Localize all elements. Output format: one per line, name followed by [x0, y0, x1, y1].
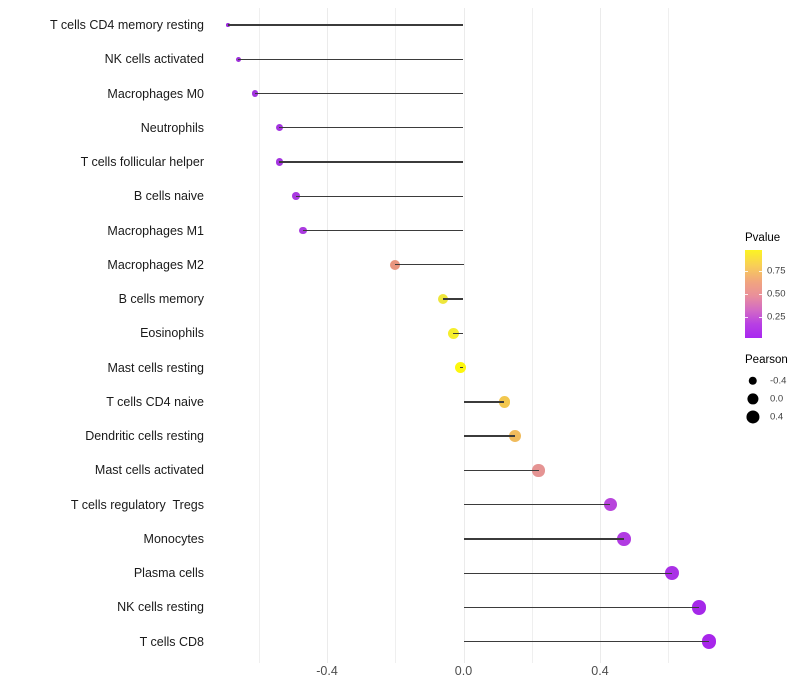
- category-label: Macrophages M1: [107, 223, 204, 238]
- size-legend-label: 0.4: [770, 411, 784, 423]
- x-axis-tick-label: 0.4: [591, 664, 609, 678]
- gridline-minor: [531, 8, 533, 663]
- colorbar-tick: [759, 316, 762, 318]
- lollipop-segment: [279, 127, 464, 129]
- lollipop-segment: [279, 161, 464, 163]
- lollipop-segment: [463, 641, 710, 643]
- lollipop-point: [299, 226, 308, 235]
- category-label: T cells follicular helper: [80, 155, 204, 170]
- lollipop-segment: [395, 264, 464, 266]
- lollipop-segment: [453, 332, 464, 334]
- lollipop-segment: [463, 503, 611, 506]
- pvalue-colorbar: 0.75 0.50 0.25: [745, 250, 786, 338]
- size-legend-dot: [747, 393, 759, 405]
- category-label: T cells CD4 memory resting: [50, 18, 204, 32]
- lollipop-point: [275, 158, 283, 166]
- category-label: Mast cells activated: [94, 463, 204, 478]
- lollipop-point: [390, 259, 401, 270]
- lollipop-segment: [460, 366, 464, 369]
- lollipop-segment: [463, 401, 505, 403]
- colorbar-tick-label: 0.75: [767, 265, 786, 277]
- size-legend-dot: [746, 410, 760, 424]
- lollipop-segment: [463, 469, 539, 472]
- category-label: Eosinophils: [140, 326, 204, 341]
- category-label: B cells memory: [118, 292, 204, 307]
- pearson-size-legend: -0.4 0.0 0.4: [745, 372, 800, 426]
- lollipop-segment: [443, 298, 464, 300]
- category-label: Neutrophils: [140, 120, 204, 135]
- lollipop-point: [664, 566, 679, 581]
- size-legend-label: 0.0: [770, 393, 784, 405]
- category-label: T cells CD8: [139, 634, 204, 649]
- lollipop-segment: [238, 58, 464, 60]
- colorbar-tick-label: 0.50: [767, 288, 786, 300]
- lollipop-point: [691, 600, 707, 615]
- pvalue-gradient-bar: [745, 250, 762, 338]
- lollipop-segment: [463, 435, 515, 437]
- gridline-minor: [395, 8, 397, 663]
- size-legend-label: -0.4: [770, 375, 787, 387]
- pearson-legend-title: Pearson: [745, 354, 788, 366]
- size-legend-item: 0.0: [745, 390, 800, 408]
- lollipop-point: [498, 395, 511, 408]
- category-label: B cells naive: [133, 189, 204, 204]
- legend: Pvalue 0.75 0.50 0.25 Pearson -0.4 0.0 0.4: [738, 232, 800, 426]
- colorbar-tick: [759, 271, 762, 273]
- colorbar-tick: [745, 271, 748, 273]
- category-label: NK cells activated: [104, 52, 204, 67]
- category-label: T cells regulatory Tregs: [70, 497, 204, 512]
- category-label: T cells CD4 naive: [106, 394, 204, 409]
- category-label: NK cells resting: [117, 600, 204, 615]
- lollipop-segment: [463, 606, 699, 609]
- lollipop-segment: [255, 92, 464, 95]
- category-label: Dendritic cells resting: [85, 429, 204, 444]
- lollipop-segment: [296, 195, 464, 197]
- lollipop-point: [617, 532, 631, 546]
- gridline-minor: [258, 8, 260, 663]
- lollipop-point: [275, 124, 283, 132]
- lollipop-segment: [463, 538, 624, 540]
- lollipop-segment: [228, 24, 464, 26]
- category-label: Plasma cells: [133, 566, 204, 581]
- lollipop-point: [702, 634, 717, 649]
- size-legend-dot: [748, 376, 758, 386]
- size-legend-item: 0.4: [745, 408, 800, 426]
- colorbar-tick: [759, 294, 762, 295]
- colorbar-tick-label: 0.25: [767, 311, 786, 323]
- colorbar-tick: [745, 316, 748, 318]
- gridline-major: [327, 8, 328, 663]
- colorbar-tick: [745, 294, 748, 295]
- x-axis-tick-label: -0.4: [316, 664, 338, 678]
- lollipop-segment: [303, 229, 464, 232]
- x-axis-tick-label: 0.0: [454, 664, 473, 678]
- pvalue-legend-title: Pvalue: [745, 232, 781, 244]
- gridline-minor: [668, 8, 670, 663]
- lollipop-segment: [463, 572, 672, 574]
- category-label: Monocytes: [143, 531, 204, 546]
- category-label: Macrophages M0: [107, 86, 204, 101]
- lollipop-point: [235, 56, 241, 62]
- category-label: Mast cells resting: [107, 360, 204, 375]
- size-legend-item: -0.4: [745, 372, 800, 390]
- gridline-major: [463, 8, 465, 663]
- category-label: Macrophages M2: [107, 257, 204, 272]
- gridline-major: [600, 8, 601, 663]
